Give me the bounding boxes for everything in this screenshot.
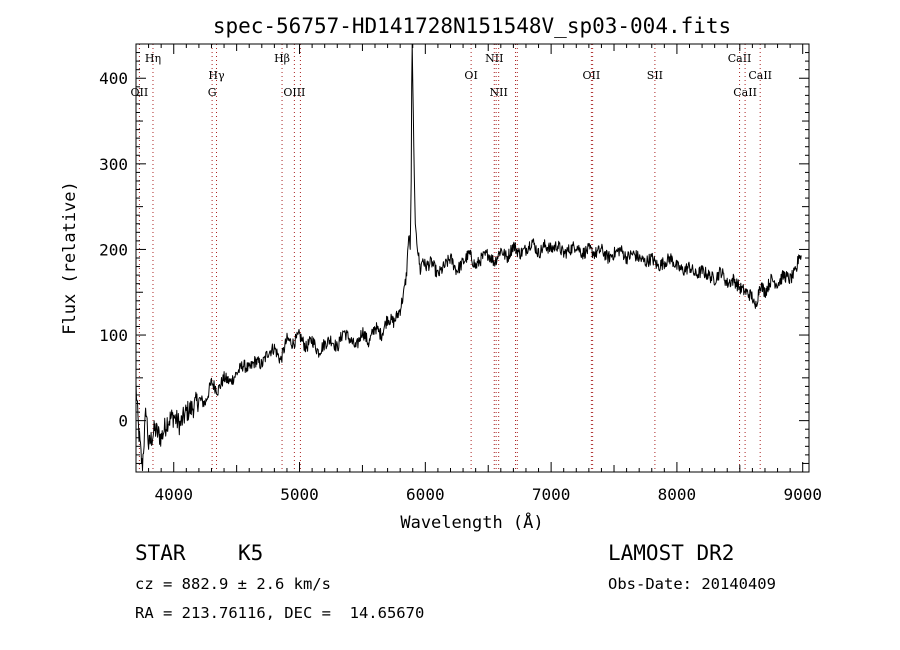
x-tick-label: 8000 bbox=[658, 485, 697, 504]
y-tick-label: 200 bbox=[99, 240, 128, 259]
x-tick-label: 9000 bbox=[783, 485, 822, 504]
line-marker-label-4: Hβ bbox=[274, 52, 290, 65]
y-tick-label: 300 bbox=[99, 155, 128, 174]
line-marker-label-5: OIII bbox=[283, 86, 305, 99]
line-marker-label-8: NII bbox=[485, 52, 503, 65]
line-marker-label-11: OII bbox=[583, 69, 601, 82]
y-tick-label: 400 bbox=[99, 69, 128, 88]
chart-title: spec-56757-HD141728N151548V_sp03-004.fit… bbox=[213, 14, 731, 38]
x-tick-label: 5000 bbox=[280, 485, 319, 504]
y-axis-label: Flux (relative) bbox=[60, 181, 80, 335]
x-tick-label: 7000 bbox=[532, 485, 571, 504]
line-marker-label-7: OI bbox=[464, 69, 477, 82]
spectrum-line bbox=[135, 43, 802, 472]
object-class: STAR bbox=[135, 541, 186, 565]
plot-frame bbox=[135, 43, 810, 473]
y-tick-label: 100 bbox=[99, 326, 128, 345]
x-tick-label: 4000 bbox=[154, 485, 193, 504]
spectrum-series bbox=[135, 43, 802, 472]
line-marker-label-10: NII bbox=[490, 86, 508, 99]
x-axis-label: Wavelength (Å) bbox=[400, 511, 543, 533]
survey-name: LAMOST DR2 bbox=[608, 541, 735, 565]
y-tick-label: 0 bbox=[118, 412, 128, 431]
x-tick-label: 6000 bbox=[406, 485, 445, 504]
line-marker-label-1: Hη bbox=[145, 52, 161, 65]
line-markers: OII Hη G Hγ Hβ OIII OI NII NII OII SII CaII CaII CaII bbox=[131, 44, 772, 472]
line-marker-label-15: SII bbox=[647, 69, 663, 82]
redshift-cz: cz = 882.9 ± 2.6 km/s bbox=[135, 575, 331, 593]
coordinates: RA = 213.76116, DEC = 14.65670 bbox=[135, 604, 425, 622]
line-marker-label-0: OII bbox=[131, 86, 149, 99]
line-marker-label-2: G bbox=[208, 86, 217, 99]
line-marker-label-3: Hγ bbox=[208, 69, 225, 82]
line-marker-label-18: CaII bbox=[748, 69, 772, 82]
obs-date: Obs-Date: 20140409 bbox=[608, 575, 776, 593]
subclass: K5 bbox=[238, 541, 264, 565]
spectrum-chart: spec-56757-HD141728N151548V_sp03-004.fit… bbox=[60, 14, 822, 533]
line-marker-label-17: CaII bbox=[733, 86, 757, 99]
line-marker-label-16: CaII bbox=[728, 52, 752, 65]
axis-ticks: 4000 5000 6000 7000 8000 9000 0 100 200 300 400 bbox=[99, 43, 822, 504]
